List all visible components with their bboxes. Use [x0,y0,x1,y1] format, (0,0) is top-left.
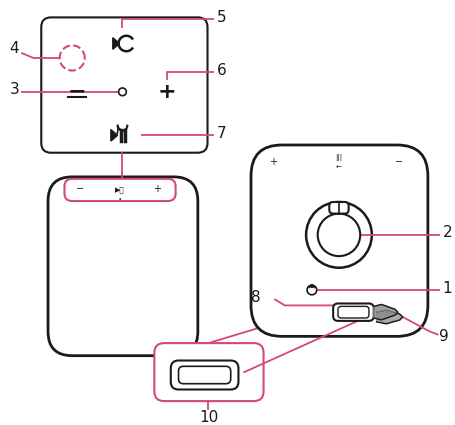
Text: 10: 10 [198,410,217,425]
Text: −: − [394,157,402,167]
Text: 8: 8 [250,290,260,305]
Polygon shape [112,38,119,49]
FancyBboxPatch shape [178,366,230,384]
Text: |||: ||| [335,154,342,161]
FancyBboxPatch shape [64,179,175,201]
Text: −: − [76,184,84,194]
Polygon shape [376,310,402,324]
Circle shape [317,214,359,256]
FancyBboxPatch shape [333,303,373,321]
Text: 6: 6 [217,63,227,78]
FancyBboxPatch shape [171,360,238,389]
Text: 5: 5 [217,10,226,25]
Text: +: + [268,157,277,167]
Circle shape [306,285,316,295]
FancyBboxPatch shape [154,343,263,401]
Text: +: + [157,82,176,102]
FancyBboxPatch shape [329,202,348,214]
Polygon shape [373,304,397,320]
Text: ·: · [117,193,121,207]
FancyBboxPatch shape [250,145,427,336]
FancyBboxPatch shape [48,177,197,356]
Text: 3: 3 [10,82,19,97]
FancyBboxPatch shape [41,17,207,153]
Text: 1: 1 [441,280,451,295]
Text: ▶⏸: ▶⏸ [115,186,124,193]
Circle shape [118,88,126,96]
Polygon shape [111,130,117,141]
Text: ←: ← [335,165,341,171]
FancyBboxPatch shape [337,306,368,318]
Text: +: + [153,184,161,194]
Text: 7: 7 [217,126,226,141]
Text: 9: 9 [439,329,448,344]
Text: −: − [68,82,86,102]
Text: 2: 2 [441,225,451,241]
Text: 4: 4 [10,41,19,56]
Circle shape [305,202,371,268]
